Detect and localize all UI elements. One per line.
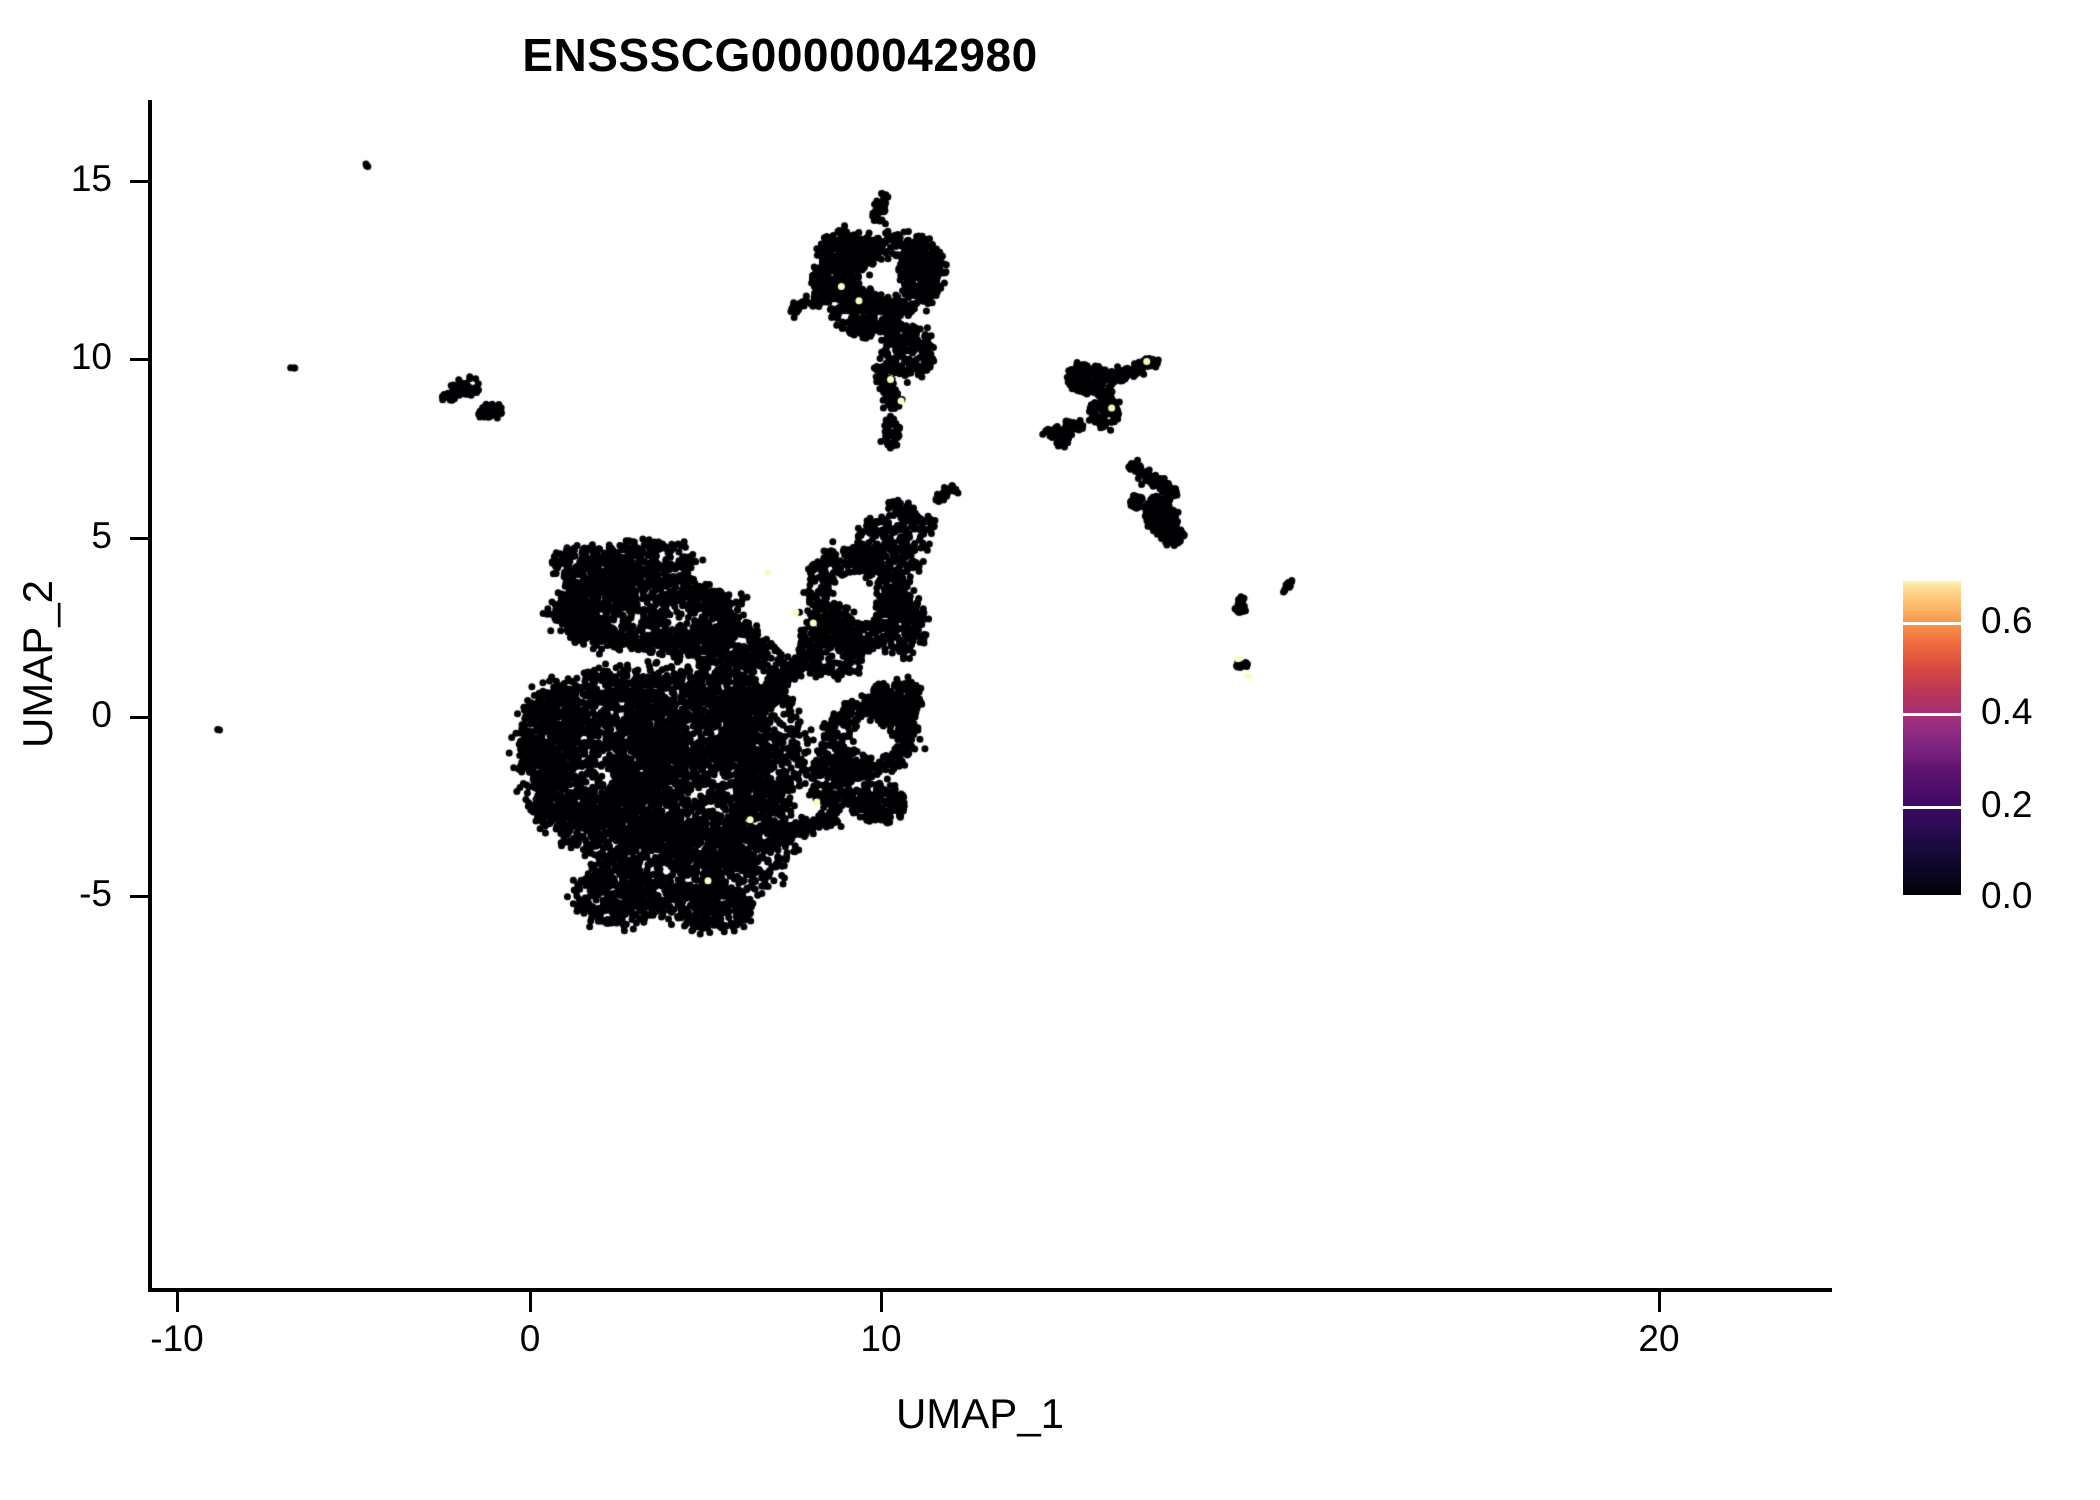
x-axis-line <box>148 1288 1832 1292</box>
y-tick-label--5: -5 <box>79 873 112 914</box>
colorbar-label-0.0: 0.0 <box>1981 875 2033 916</box>
colorbar-tick-top <box>1903 578 1961 581</box>
colorbar-gradient <box>1903 578 1961 898</box>
x-tick-label--10: -10 <box>150 1318 204 1359</box>
colorbar-label-0.2: 0.2 <box>1981 784 2033 825</box>
y-tick-0 <box>130 716 150 719</box>
x-axis-title: UMAP_1 <box>895 1390 1065 1437</box>
y-tick-label-15: 15 <box>70 158 112 199</box>
y-tick-5 <box>130 537 150 540</box>
y-tick-15 <box>130 180 150 183</box>
plot-panel <box>150 100 1832 1290</box>
page-title: ENSSSCG00000042980 <box>522 29 1038 81</box>
y-axis-title: UMAP_2 <box>14 579 61 749</box>
colorbar-label-0.4: 0.4 <box>1981 691 2033 732</box>
colorbar-tick-0.4 <box>1903 713 1961 716</box>
y-axis-line <box>148 100 152 1292</box>
colorbar-tick-0.6 <box>1903 622 1961 625</box>
colorbar-label-0.6: 0.6 <box>1981 600 2033 641</box>
y-tick-label-10: 10 <box>70 336 112 377</box>
x-tick-20 <box>1658 1292 1661 1312</box>
x-tick-label-0: 0 <box>519 1318 541 1359</box>
y-tick--5 <box>130 895 150 898</box>
y-tick-label-5: 5 <box>91 515 112 556</box>
colorbar-tick-0.2 <box>1903 806 1961 809</box>
y-tick-label-0: 0 <box>91 694 112 735</box>
scatter-points-layer <box>150 100 1832 1290</box>
x-tick-0 <box>529 1292 532 1312</box>
x-tick-10 <box>880 1292 883 1312</box>
y-tick-10 <box>130 358 150 361</box>
x-tick-label-10: 10 <box>860 1318 902 1359</box>
x-tick--10 <box>176 1292 179 1312</box>
colorbar-tick-0.0 <box>1903 895 1961 898</box>
x-tick-label-20: 20 <box>1638 1318 1680 1359</box>
